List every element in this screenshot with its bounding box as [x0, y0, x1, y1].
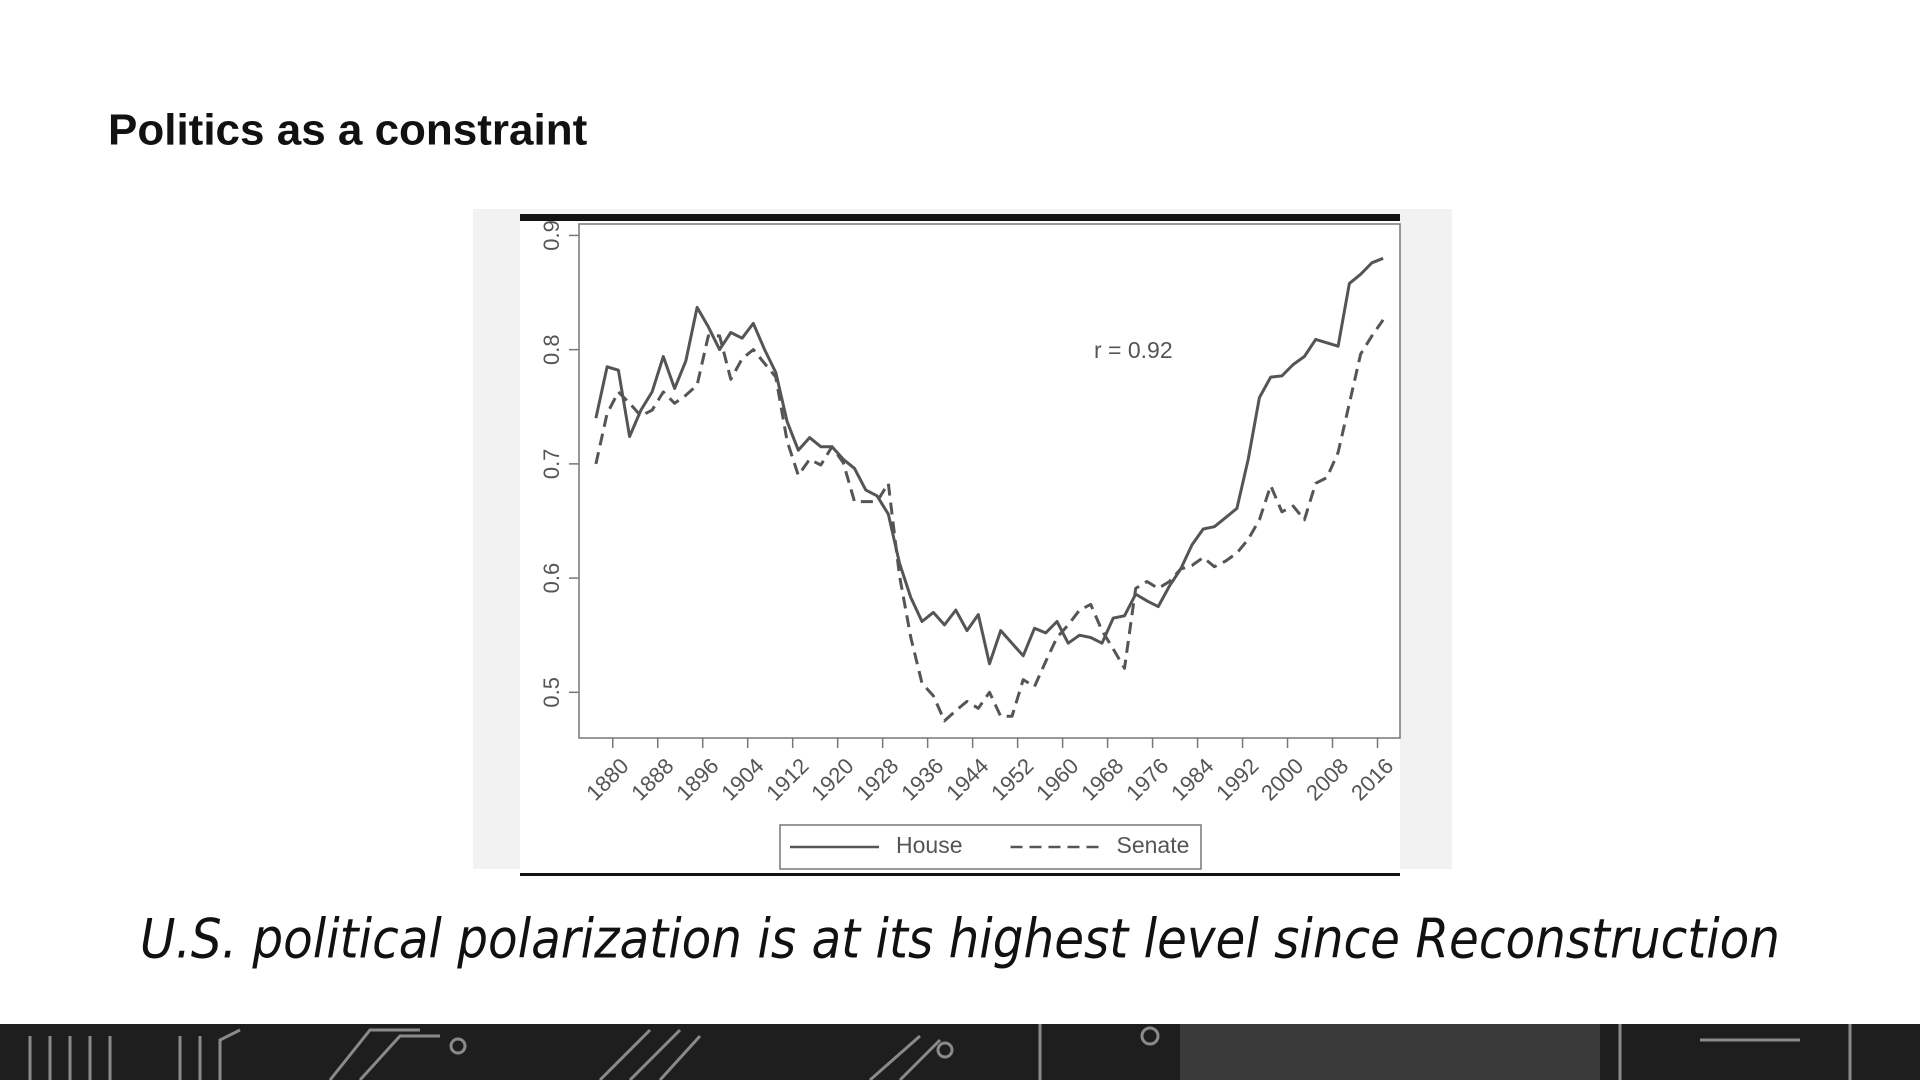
- y-tick-label: 0.6: [539, 563, 564, 594]
- y-tick-label: 0.7: [539, 449, 564, 480]
- caption: U.S. political polarization is at its hi…: [140, 908, 1780, 971]
- series-line: [594, 319, 1385, 723]
- bottom-rule: [520, 873, 1400, 876]
- annotation: r = 0.92: [1094, 337, 1173, 363]
- plot-frame: [578, 223, 1401, 739]
- top-rule: [520, 214, 1400, 221]
- series-line: [594, 256, 1384, 666]
- y-tick-label: 0.5: [539, 677, 564, 708]
- slide-title: Politics as a constraint: [108, 106, 588, 155]
- legend-label: Senate: [1116, 832, 1189, 858]
- footer-band: [0, 1024, 1920, 1080]
- y-tick-label: 0.8: [539, 334, 564, 365]
- circuit-lines: [28, 1024, 1852, 1080]
- legend-label: House: [896, 832, 962, 858]
- chart-panel: [520, 214, 1400, 876]
- y-tick-label: 0.9: [539, 220, 564, 251]
- footer-background: [0, 1024, 1920, 1080]
- footer-texture: [1180, 1024, 1600, 1080]
